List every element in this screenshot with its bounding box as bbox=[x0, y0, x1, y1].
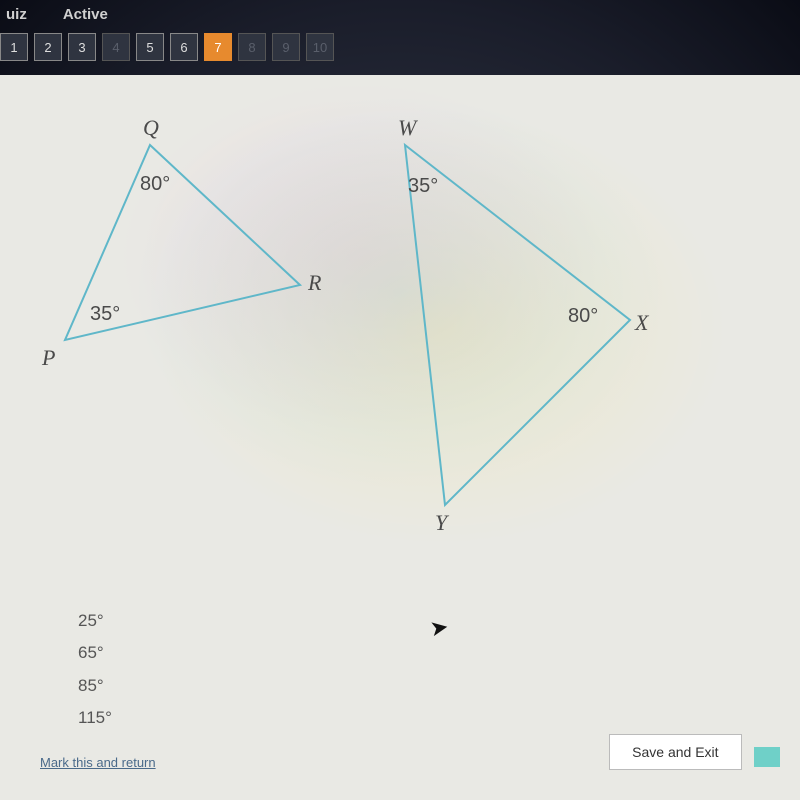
vertex-x: X bbox=[635, 310, 648, 336]
question-number-row: 1 2 3 4 5 6 7 8 9 10 bbox=[0, 31, 800, 75]
footer-buttons: Save and Exit bbox=[601, 734, 780, 770]
vertex-y: Y bbox=[435, 510, 447, 536]
tab-active[interactable]: Active bbox=[57, 4, 114, 25]
angle-w: 35° bbox=[408, 175, 438, 198]
qnum-5[interactable]: 5 bbox=[136, 33, 164, 61]
qnum-7[interactable]: 7 bbox=[204, 33, 232, 61]
content-panel: Q R P 80° 35° W X Y 35° 80° 25° 65° 85° … bbox=[0, 75, 800, 800]
vertex-p: P bbox=[42, 345, 55, 371]
qnum-3[interactable]: 3 bbox=[68, 33, 96, 61]
qnum-1[interactable]: 1 bbox=[0, 33, 28, 61]
quiz-topbar: uiz Active 1 2 3 4 5 6 7 8 9 10 bbox=[0, 0, 800, 75]
qnum-6[interactable]: 6 bbox=[170, 33, 198, 61]
vertex-w: W bbox=[398, 115, 416, 141]
mark-return-link[interactable]: Mark this and return bbox=[40, 755, 156, 770]
qnum-2[interactable]: 2 bbox=[34, 33, 62, 61]
save-exit-button[interactable]: Save and Exit bbox=[609, 734, 741, 770]
option-d[interactable]: 115° bbox=[78, 702, 112, 734]
qnum-4[interactable]: 4 bbox=[102, 33, 130, 61]
option-c[interactable]: 85° bbox=[78, 670, 112, 702]
vertex-q: Q bbox=[143, 115, 159, 141]
tab-quiz[interactable]: uiz bbox=[0, 4, 33, 25]
option-b[interactable]: 65° bbox=[78, 637, 112, 669]
vertex-r: R bbox=[308, 270, 321, 296]
angle-x: 80° bbox=[568, 305, 598, 328]
tab-row: uiz Active bbox=[0, 4, 800, 31]
footer-bar: Mark this and return Save and Exit bbox=[0, 734, 800, 770]
angle-p: 35° bbox=[90, 303, 120, 326]
qnum-10[interactable]: 10 bbox=[306, 33, 334, 61]
qnum-8[interactable]: 8 bbox=[238, 33, 266, 61]
angle-q: 80° bbox=[140, 173, 170, 196]
cursor-icon: ➤ bbox=[428, 614, 451, 643]
qnum-9[interactable]: 9 bbox=[272, 33, 300, 61]
figure-area: Q R P 80° 35° W X Y 35° 80° bbox=[0, 115, 800, 555]
option-a[interactable]: 25° bbox=[78, 605, 112, 637]
answer-options: 25° 65° 85° 115° bbox=[78, 605, 112, 734]
next-button[interactable] bbox=[754, 747, 780, 767]
triangle-pqr bbox=[40, 135, 340, 385]
